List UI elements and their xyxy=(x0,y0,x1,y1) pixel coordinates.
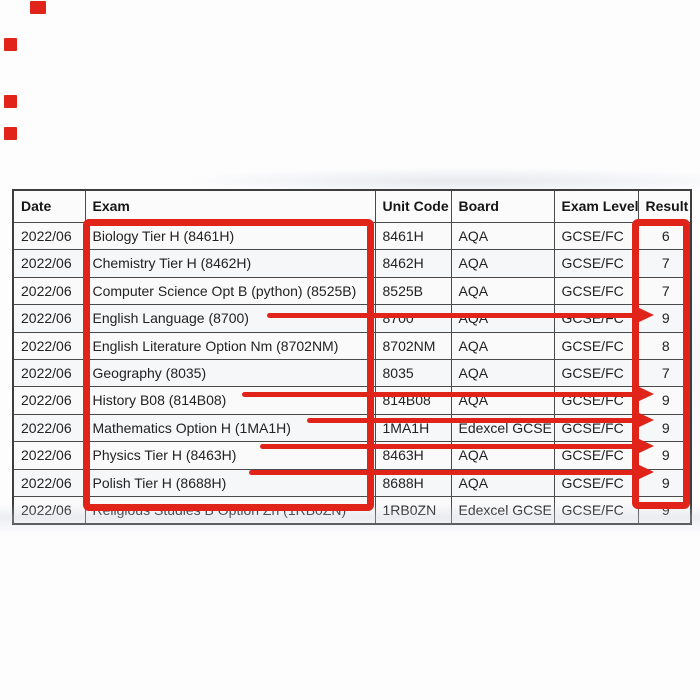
cell-exam-level: GCSE/FC xyxy=(553,413,639,443)
cell-exam-level: GCSE/FC xyxy=(553,386,639,415)
cell-exam-level: GCSE/FC xyxy=(553,441,639,470)
cell-unit-code: 8525B xyxy=(374,276,452,306)
cell-exam: Polish Tier H (8688H) xyxy=(84,468,376,498)
cell-board: AQA xyxy=(450,441,555,470)
cell-board: AQA xyxy=(450,386,555,415)
cell-exam: History B08 (814B08) xyxy=(84,386,376,415)
cell-unit-code: 8463H xyxy=(374,441,452,470)
cell-result: 9 xyxy=(637,386,692,415)
cell-exam: Geography (8035) xyxy=(84,359,376,388)
column-header-result: Result xyxy=(637,189,692,223)
cell-exam: English Literature Option Nm (8702NM) xyxy=(84,331,376,361)
cell-result: 9 xyxy=(637,468,692,498)
cell-board: Edexcel GCSE xyxy=(450,496,555,525)
cell-exam-level: GCSE/FC xyxy=(553,221,639,251)
table-row: 2022/06 Chemistry Tier H (8462H) 8462H A… xyxy=(12,249,692,278)
table-row: 2022/06 Polish Tier H (8688H) 8688H AQA … xyxy=(12,468,692,498)
cell-exam-level: GCSE/FC xyxy=(553,249,639,278)
cell-unit-code: 1MA1H xyxy=(374,413,452,443)
column-header-exam: Exam xyxy=(84,189,376,223)
cell-result: 9 xyxy=(637,441,692,470)
cell-board: Edexcel GCSE xyxy=(450,413,555,443)
table-row: 2022/06 Biology Tier H (8461H) 8461H AQA… xyxy=(12,221,692,251)
cell-date: 2022/06 xyxy=(12,359,86,388)
cell-result: 8 xyxy=(637,331,692,361)
cell-result: 9 xyxy=(637,413,692,443)
cell-date: 2022/06 xyxy=(12,331,86,361)
cell-exam-level: GCSE/FC xyxy=(553,468,639,498)
cell-unit-code: 8462H xyxy=(374,249,452,278)
column-header-exam-level: Exam Level xyxy=(553,189,639,223)
cell-date: 2022/06 xyxy=(12,304,86,333)
cell-exam: Biology Tier H (8461H) xyxy=(84,221,376,251)
cell-result: 6 xyxy=(637,221,692,251)
table-row: 2022/06 History B08 (814B08) 814B08 AQA … xyxy=(12,386,692,415)
red-pen-mark xyxy=(4,38,17,51)
cell-unit-code: 8688H xyxy=(374,468,452,498)
cell-board: AQA xyxy=(450,221,555,251)
cell-result: 7 xyxy=(637,249,692,278)
cell-board: AQA xyxy=(450,304,555,333)
cell-date: 2022/06 xyxy=(12,441,86,470)
cell-result: 9 xyxy=(637,304,692,333)
cell-date: 2022/06 xyxy=(12,386,86,415)
cell-date: 2022/06 xyxy=(12,276,86,306)
cell-exam: Physics Tier H (8463H) xyxy=(84,441,376,470)
cell-exam-level: GCSE/FC xyxy=(553,304,639,333)
cell-result: 7 xyxy=(637,359,692,388)
cell-board: AQA xyxy=(450,468,555,498)
table-header-row: Date Exam Unit Code Board Exam Level Res… xyxy=(12,189,692,223)
cell-exam-level: GCSE/FC xyxy=(553,496,639,525)
table-row: 2022/06 Computer Science Opt B (python) … xyxy=(12,276,692,306)
red-pen-mark xyxy=(4,95,17,108)
cell-exam: Religious Studies B Option Zn (1RB0ZN) xyxy=(84,496,376,525)
column-header-board: Board xyxy=(450,189,555,223)
cell-date: 2022/06 xyxy=(12,221,86,251)
cell-board: AQA xyxy=(450,359,555,388)
table-row: 2022/06 Religious Studies B Option Zn (1… xyxy=(12,496,692,525)
cell-unit-code: 8461H xyxy=(374,221,452,251)
cell-result: 9 xyxy=(637,496,692,525)
column-header-unit-code: Unit Code xyxy=(374,189,452,223)
cell-exam: English Language (8700) xyxy=(84,304,376,333)
cell-board: AQA xyxy=(450,276,555,306)
cell-unit-code: 1RB0ZN xyxy=(374,496,452,525)
cell-exam: Chemistry Tier H (8462H) xyxy=(84,249,376,278)
column-header-date: Date xyxy=(12,189,86,223)
table-row: 2022/06 Mathematics Option H (1MA1H) 1MA… xyxy=(12,413,692,443)
cell-unit-code: 8700 xyxy=(374,304,452,333)
table-row: 2022/06 English Language (8700) 8700 AQA… xyxy=(12,304,692,333)
cell-board: AQA xyxy=(450,331,555,361)
cell-exam: Mathematics Option H (1MA1H) xyxy=(84,413,376,443)
cell-date: 2022/06 xyxy=(12,249,86,278)
cell-exam: Computer Science Opt B (python) (8525B) xyxy=(84,276,376,306)
cell-date: 2022/06 xyxy=(12,468,86,498)
cell-exam-level: GCSE/FC xyxy=(553,359,639,388)
cell-unit-code: 814B08 xyxy=(374,386,452,415)
table-row: 2022/06 Geography (8035) 8035 AQA GCSE/F… xyxy=(12,359,692,388)
cell-exam-level: GCSE/FC xyxy=(553,276,639,306)
cell-exam-level: GCSE/FC xyxy=(553,331,639,361)
cell-unit-code: 8035 xyxy=(374,359,452,388)
cell-board: AQA xyxy=(450,249,555,278)
cell-result: 7 xyxy=(637,276,692,306)
table-row: 2022/06 Physics Tier H (8463H) 8463H AQA… xyxy=(12,441,692,470)
cell-date: 2022/06 xyxy=(12,496,86,525)
red-pen-mark xyxy=(4,127,17,140)
cell-date: 2022/06 xyxy=(12,413,86,443)
cell-unit-code: 8702NM xyxy=(374,331,452,361)
exam-results-table: Date Exam Unit Code Board Exam Level Res… xyxy=(12,189,692,526)
table-row: 2022/06 English Literature Option Nm (87… xyxy=(12,331,692,361)
red-pen-mark xyxy=(30,1,46,14)
